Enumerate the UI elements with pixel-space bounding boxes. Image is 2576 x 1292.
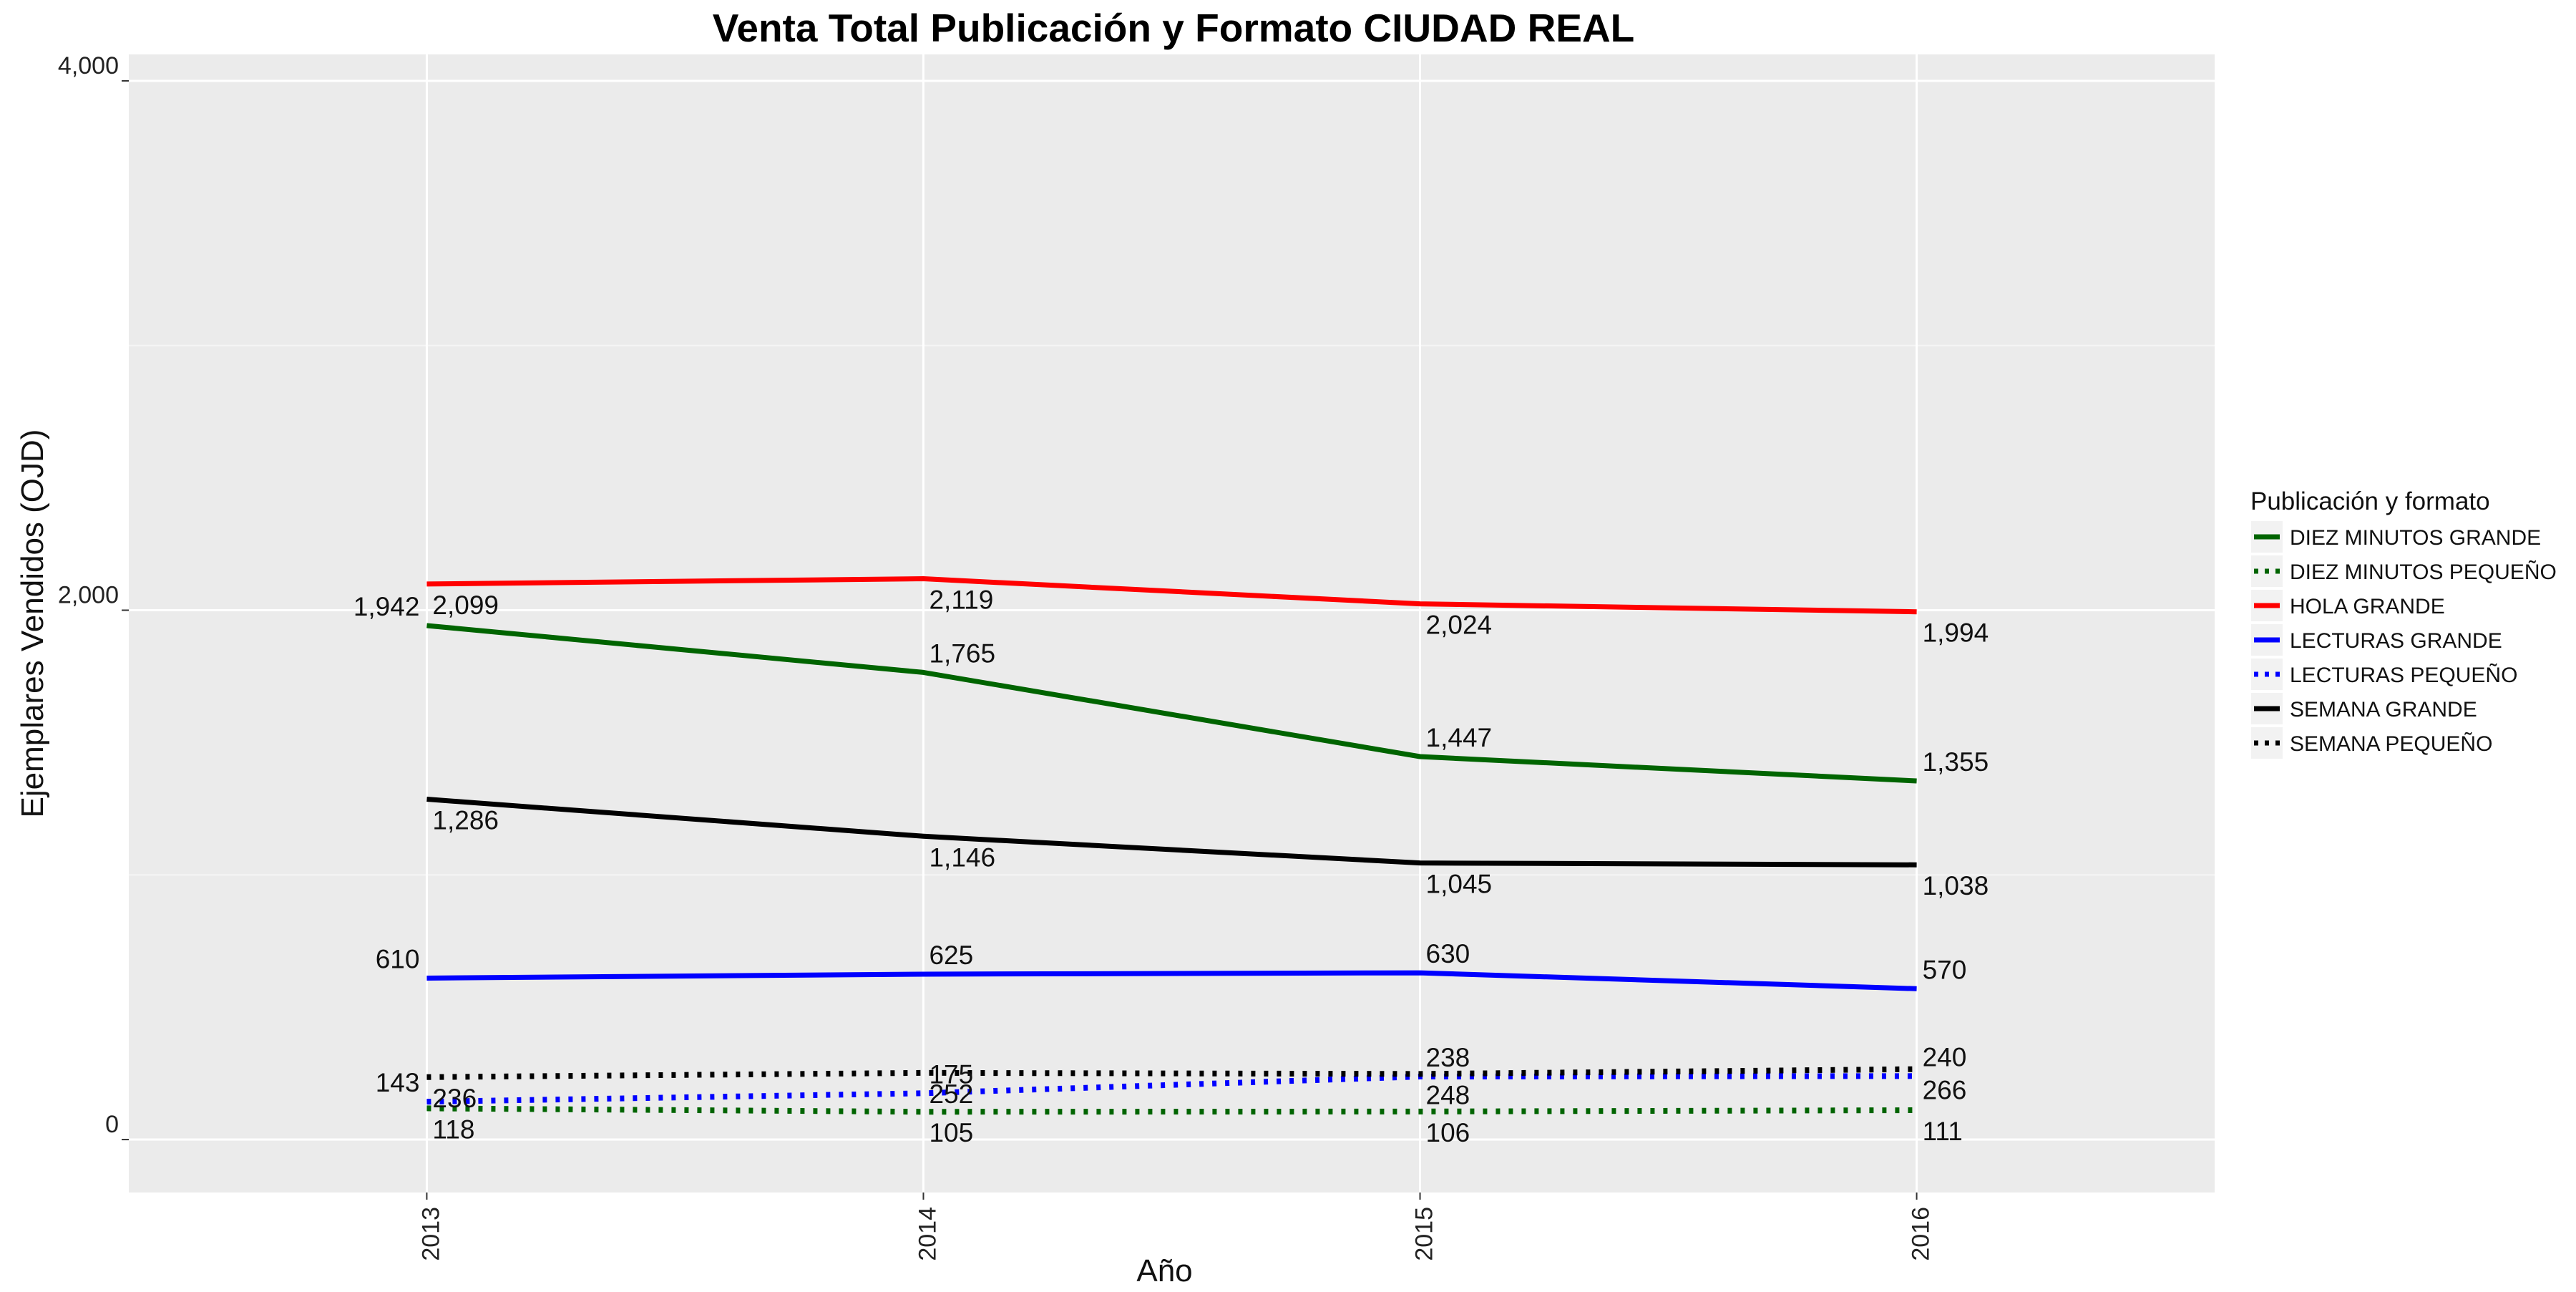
legend-label: HOLA GRANDE (2290, 595, 2445, 618)
data-label: 1,447 (1426, 723, 1493, 752)
legend: Publicación y formato DIEZ MINUTOS GRAND… (2250, 487, 2557, 759)
data-label: 175 (929, 1059, 973, 1089)
legend-label: LECTURAS PEQUEÑO (2290, 663, 2517, 687)
data-label: 630 (1426, 939, 1470, 968)
series-line (426, 623, 1917, 784)
series-line (426, 576, 1917, 615)
data-label: 106 (1426, 1118, 1470, 1147)
legend-items: DIEZ MINUTOS GRANDE DIEZ MINUTOS PEQUEÑO H… (2251, 521, 2557, 759)
series-line (426, 1105, 1917, 1115)
data-label: 2,119 (929, 586, 993, 615)
data-label: 625 (929, 941, 973, 970)
x-tick-label: 2016 (1908, 1207, 1935, 1261)
data-label: 248 (1426, 1080, 1470, 1109)
data-label: 266 (1923, 1076, 1967, 1105)
data-label: 238 (1426, 1043, 1470, 1072)
data-label: 252 (929, 1079, 973, 1109)
data-label: 111 (1923, 1117, 1963, 1146)
series-line (426, 797, 1917, 868)
legend-title: Publicación y formato (2250, 487, 2490, 515)
series-line (426, 970, 1917, 991)
plot-background (129, 54, 2215, 1193)
data-label: 1,765 (929, 638, 995, 668)
data-label: 1,286 (432, 806, 499, 835)
data-label: 118 (432, 1114, 474, 1144)
series-line (426, 1073, 1917, 1105)
data-label: 1,355 (1923, 747, 1989, 777)
legend-label: LECTURAS GRANDE (2290, 629, 2502, 653)
data-label: 1,038 (1923, 871, 1989, 900)
data-label: 240 (1923, 1042, 1967, 1072)
grid-lines (129, 54, 2215, 1193)
axes: 0 2,000 4,000 2013 2014 2015 2016 (58, 52, 1935, 1261)
data-label: 1,942 (353, 592, 420, 621)
series-lines (426, 576, 1917, 1115)
data-label: 105 (929, 1118, 973, 1147)
data-label: 143 (376, 1068, 420, 1097)
y-tick-label: 2,000 (58, 582, 119, 609)
data-label: 570 (1923, 955, 1967, 984)
data-label: 2,024 (1426, 611, 1493, 640)
chart-title: Venta Total Publicación y Formato CIUDAD… (713, 6, 1635, 50)
series-line (426, 1066, 1917, 1080)
x-tick-label: 2014 (914, 1207, 941, 1261)
data-label: 1,045 (1426, 870, 1493, 899)
x-tick-label: 2015 (1411, 1207, 1438, 1261)
legend-label: DIEZ MINUTOS PEQUEÑO (2290, 560, 2557, 584)
data-label: 236 (432, 1084, 477, 1113)
y-axis-title: Ejemplares Vendidos (OJD) (15, 429, 50, 818)
y-tick-label: 4,000 (58, 52, 119, 79)
data-label: 2,099 (432, 591, 499, 620)
x-axis-title: Año (1136, 1253, 1192, 1288)
legend-label: SEMANA PEQUEÑO (2290, 732, 2492, 756)
data-label: 610 (376, 944, 420, 973)
legend-label: DIEZ MINUTOS GRANDE (2290, 526, 2541, 550)
legend-label: SEMANA GRANDE (2290, 698, 2477, 722)
data-label: 1,994 (1923, 618, 1989, 648)
x-tick-label: 2013 (417, 1207, 444, 1261)
y-tick-label: 0 (105, 1111, 119, 1138)
data-label: 1,146 (929, 842, 995, 872)
